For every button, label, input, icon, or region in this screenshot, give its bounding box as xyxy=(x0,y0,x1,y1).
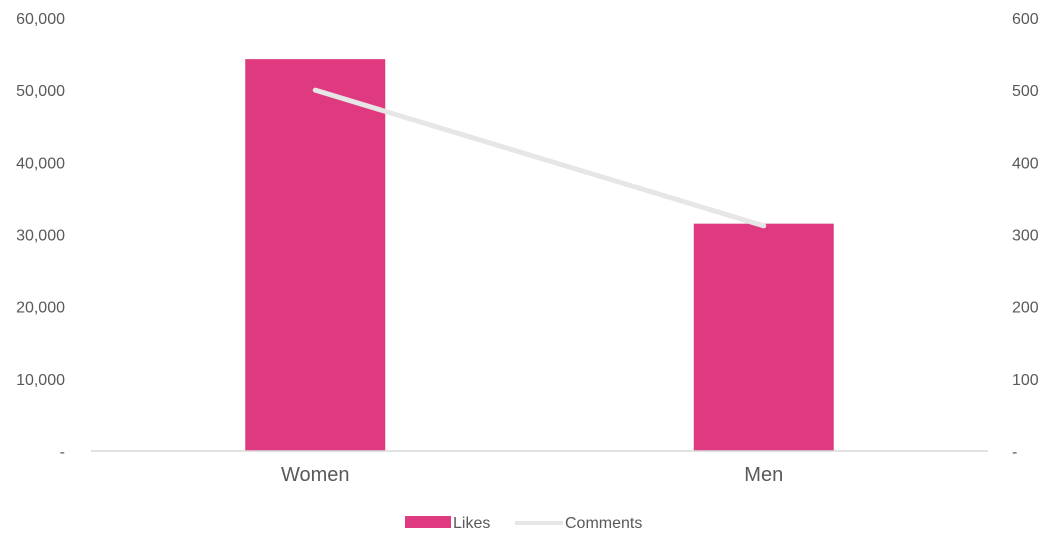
likes-bar xyxy=(245,59,385,451)
right-tick-label: 600 xyxy=(1012,11,1039,28)
right-axis: - 100 200 300 400 500 600 xyxy=(1012,11,1039,461)
left-tick-label: 10,000 xyxy=(16,372,65,389)
x-axis: Women Men xyxy=(281,464,783,486)
right-tick-label: 200 xyxy=(1012,300,1039,317)
legend-likes-swatch xyxy=(405,516,451,528)
legend-likes-label: Likes xyxy=(453,515,490,532)
x-category-label: Men xyxy=(744,464,783,486)
legend-comments-label: Comments xyxy=(565,515,642,532)
right-tick-label: 300 xyxy=(1012,228,1039,245)
x-category-label: Women xyxy=(281,464,350,486)
likes-bar xyxy=(694,224,834,451)
left-axis: - 10,000 20,000 30,000 40,000 50,000 60,000 xyxy=(16,11,65,461)
left-tick-label: 20,000 xyxy=(16,300,65,317)
right-tick-label: 100 xyxy=(1012,372,1039,389)
right-tick-label: - xyxy=(1012,444,1017,461)
right-tick-label: 500 xyxy=(1012,83,1039,100)
left-tick-label: 50,000 xyxy=(16,83,65,100)
likes-bars xyxy=(245,59,834,451)
legend: Likes Comments xyxy=(405,515,642,532)
left-tick-label: 30,000 xyxy=(16,228,65,245)
right-tick-label: 400 xyxy=(1012,155,1039,172)
left-tick-label: 40,000 xyxy=(16,155,65,172)
left-tick-label: 60,000 xyxy=(16,11,65,28)
left-tick-label: - xyxy=(60,444,65,461)
